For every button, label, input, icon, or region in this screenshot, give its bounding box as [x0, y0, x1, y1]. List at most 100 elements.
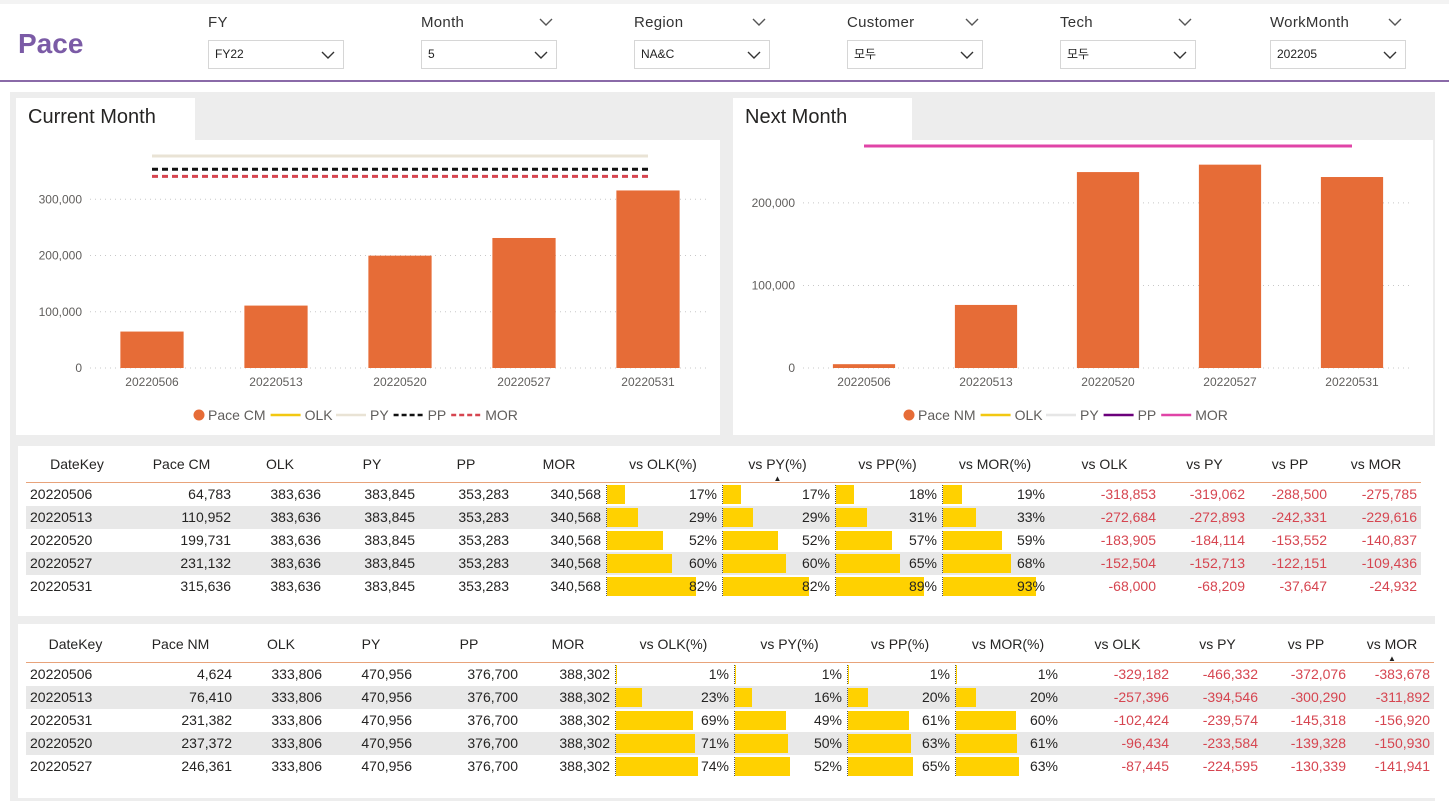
- chevron-down-icon[interactable]: [1178, 16, 1192, 28]
- column-header[interactable]: Pace CM: [128, 446, 235, 483]
- top-strip: [0, 0, 1449, 4]
- bar[interactable]: [1076, 172, 1140, 368]
- table-row[interactable]: 20220527 231,132 383,636 383,845 353,283 340,…: [26, 551, 1421, 575]
- chevron-down-icon[interactable]: [752, 16, 766, 28]
- y-tick-label: 300,000: [39, 192, 83, 206]
- cell-diff: -68,000: [1108, 578, 1156, 594]
- table-row[interactable]: 20220506 4,624 333,806 470,956 376,700 388,30…: [26, 662, 1434, 686]
- table-row[interactable]: 20220527 246,361 333,806 470,956 376,700 388,…: [26, 755, 1434, 778]
- column-header[interactable]: vs PP(%): [846, 626, 954, 663]
- table-row[interactable]: 20220531 315,636 383,636 383,845 353,283 340,…: [26, 575, 1421, 598]
- slicer-dropdown[interactable]: 모두: [847, 40, 983, 69]
- pct-bar-fill: [836, 507, 867, 527]
- bar[interactable]: [832, 364, 896, 368]
- cell-diff: -242,331: [1249, 505, 1331, 529]
- sort-ascending-icon: ▲: [773, 473, 782, 483]
- table-row[interactable]: 20220513 110,952 383,636 383,845 353,283 340,…: [26, 505, 1421, 529]
- bar[interactable]: [492, 237, 556, 368]
- table-row[interactable]: 20220520 237,372 333,806 470,956 376,700 388,…: [26, 731, 1434, 755]
- cell-pp: 353,283: [419, 505, 513, 529]
- next-month-chart-panel[interactable]: 0 100,000 200,000 20220506 20220513 20220520 2…: [733, 140, 1433, 435]
- slicer-dropdown[interactable]: 모두: [1060, 40, 1196, 69]
- pct-bar-fill: [943, 553, 1011, 573]
- dropdown-arrow-icon: [747, 51, 761, 59]
- column-header[interactable]: Pace NM: [125, 626, 236, 663]
- current-month-chart-panel[interactable]: 0 100,000 200,000 300,000 20220506 20220513 20…: [16, 140, 720, 435]
- column-header[interactable]: vs OLK(%): [605, 446, 721, 483]
- column-header-label: vs MOR(%): [958, 455, 1032, 472]
- cell-pct-bar: 52%: [721, 529, 834, 552]
- cell-diff: -466,332: [1202, 666, 1258, 682]
- x-tick-label: 20220506: [125, 375, 179, 389]
- column-header[interactable]: PP: [416, 626, 522, 663]
- column-header[interactable]: MOR: [513, 446, 605, 483]
- column-header[interactable]: vs PY: [1160, 446, 1249, 483]
- bar[interactable]: [1198, 164, 1262, 368]
- column-header[interactable]: vs PP: [1262, 626, 1350, 663]
- bar-axis: [847, 687, 848, 707]
- bar-axis: [942, 507, 943, 527]
- column-header[interactable]: vs PY(%): [733, 626, 846, 663]
- column-header[interactable]: vs MOR(%): [941, 446, 1049, 483]
- cell-olk: 333,806: [271, 758, 322, 774]
- column-header[interactable]: vs MOR: [1331, 446, 1421, 483]
- dropdown-arrow-icon: [534, 51, 548, 59]
- table-row[interactable]: 20220531 231,382 333,806 470,956 376,700 388,…: [26, 709, 1434, 732]
- cell-mor: 388,302: [559, 666, 610, 682]
- column-header[interactable]: PY: [326, 626, 416, 663]
- bar-axis: [615, 733, 616, 753]
- slicer-value: 5: [428, 47, 435, 61]
- x-tick-label: 20220531: [1325, 375, 1379, 389]
- column-header[interactable]: DateKey: [26, 446, 128, 483]
- cell-datekey: 20220513: [26, 505, 128, 529]
- column-header[interactable]: vs OLK: [1049, 446, 1160, 483]
- dropdown-arrow-icon: [1383, 51, 1397, 59]
- slicer-dropdown[interactable]: 202205: [1270, 40, 1406, 69]
- column-header[interactable]: vs OLK(%): [614, 626, 733, 663]
- table-row[interactable]: 20220506 64,783 383,636 383,845 353,283 340,5…: [26, 482, 1421, 506]
- column-header[interactable]: PP: [419, 446, 513, 483]
- column-header[interactable]: vs PP: [1249, 446, 1331, 483]
- pct-value: 82%: [688, 577, 717, 594]
- column-header[interactable]: vs PP(%): [834, 446, 941, 483]
- cell-pp: 376,700: [467, 712, 518, 728]
- column-header[interactable]: vs OLK: [1062, 626, 1173, 663]
- column-header[interactable]: vs PY: [1173, 626, 1262, 663]
- slicer-dropdown[interactable]: 5: [421, 40, 557, 69]
- column-header-label: vs PY(%): [760, 635, 819, 652]
- table-row[interactable]: 20220520 199,731 383,636 383,845 353,283 340,…: [26, 529, 1421, 552]
- bar[interactable]: [954, 304, 1018, 368]
- column-header[interactable]: DateKey: [26, 626, 125, 663]
- bar[interactable]: [244, 305, 308, 368]
- cell-pct-bar: 52%: [605, 529, 721, 552]
- slicer-tech: Tech 모두: [1060, 12, 1196, 69]
- table-row[interactable]: 20220513 76,410 333,806 470,956 376,700 388,3…: [26, 685, 1434, 709]
- chevron-down-icon[interactable]: [539, 16, 553, 28]
- bar[interactable]: [120, 331, 184, 368]
- bar[interactable]: [1320, 177, 1384, 368]
- bar-axis: [942, 553, 943, 573]
- slicer-month: Month 5: [421, 12, 557, 69]
- column-header[interactable]: OLK: [235, 446, 325, 483]
- cell-diff: -329,182: [1113, 666, 1169, 682]
- column-header[interactable]: vs MOR ▲: [1350, 626, 1434, 663]
- chevron-down-icon[interactable]: [965, 16, 979, 28]
- dropdown-arrow-icon: [960, 51, 974, 59]
- column-header[interactable]: vs MOR(%): [954, 626, 1062, 663]
- cell-py: 383,845: [325, 505, 419, 529]
- column-header[interactable]: OLK: [236, 626, 326, 663]
- slicer-title-text: Month: [421, 14, 465, 31]
- pct-bar-fill: [607, 553, 672, 573]
- column-header-label: Pace NM: [151, 635, 210, 652]
- slicer-dropdown[interactable]: NA&C: [634, 40, 770, 69]
- column-header[interactable]: MOR: [522, 626, 614, 663]
- chevron-down-icon[interactable]: [1388, 16, 1402, 28]
- column-header[interactable]: PY: [325, 446, 419, 483]
- bar[interactable]: [368, 255, 432, 368]
- bar-axis: [955, 756, 956, 776]
- cell-olk: 333,806: [271, 712, 322, 728]
- column-header[interactable]: vs PY(%) ▲: [721, 446, 834, 483]
- cell-pct-bar: 63%: [846, 731, 954, 755]
- bar[interactable]: [616, 190, 680, 368]
- slicer-dropdown[interactable]: FY22: [208, 40, 344, 69]
